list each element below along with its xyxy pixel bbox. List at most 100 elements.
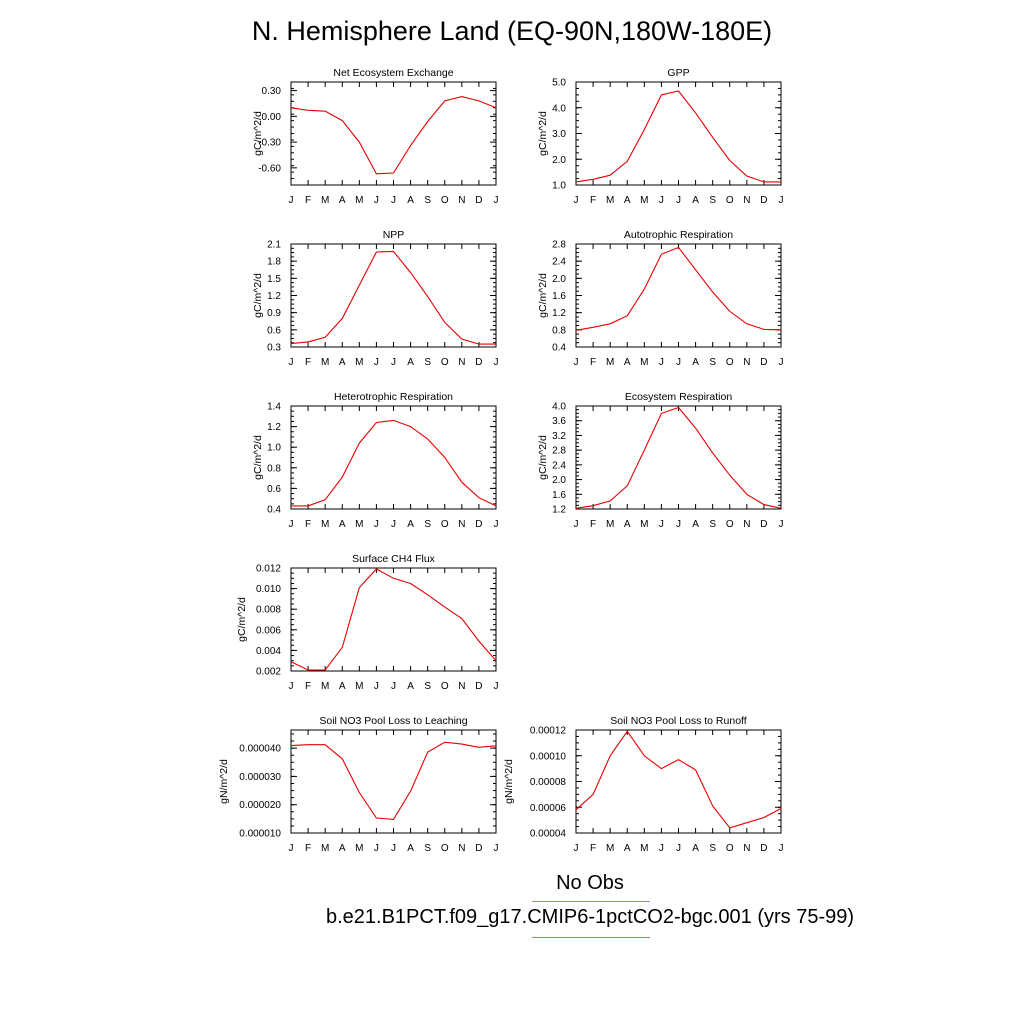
panel-8-xtick-label: S [424, 843, 431, 854]
panel-6-ytick-label: 2.0 [552, 475, 566, 486]
panel-7-ytick-label: 0.002 [256, 667, 281, 678]
panel-4-ytick-label: 0.4 [552, 343, 566, 354]
panel-5-xtick-label: D [475, 519, 482, 530]
panel-5-ytick-label: 0.6 [267, 484, 281, 495]
legend-obs-line [532, 901, 650, 902]
panel-5-title: Heterotrophic Respiration [334, 391, 453, 403]
panel-3-ytick-label: 1.5 [267, 274, 281, 285]
panel-1-xtick-label: A [407, 195, 414, 206]
panel-7-title: Surface CH4 Flux [352, 553, 436, 565]
panel-3-frame [290, 243, 497, 348]
panel-9-xtick-label: J [779, 843, 784, 854]
panel-8-xtick-label: M [321, 843, 329, 854]
panel-9-series-line [575, 730, 782, 829]
panel-6-ytick-label: 3.6 [552, 416, 566, 427]
panel-8-xtick-label: J [374, 843, 379, 854]
panel-7-series-line [290, 568, 497, 671]
panel-3-xtick-label: O [441, 357, 449, 368]
panel-1-xtick-label: O [441, 195, 449, 206]
panel-8-ytick-label: 0.000030 [239, 772, 281, 783]
panel-2-ylabel: gC/m^2/d [537, 111, 549, 156]
panel-9-ytick-label: 0.00004 [530, 829, 567, 840]
panel-4-frame [575, 243, 782, 348]
panel-7-ytick-label: 0.010 [256, 584, 281, 595]
panel-3-xtick-label: F [305, 357, 311, 368]
panel-3-ytick-label: 1.2 [267, 291, 281, 302]
panel-6-ytick-label: 2.4 [552, 460, 566, 471]
panel-8-ytick-label: 0.000010 [239, 829, 281, 840]
panel-4-xtick-label: J [676, 357, 681, 368]
page-title: N. Hemisphere Land (EQ-90N,180W-180E) [251, 16, 773, 46]
panel-8-title: Soil NO3 Pool Loss to Leaching [319, 715, 467, 727]
panel-2-ytick-label: 4.0 [552, 103, 566, 114]
panel-7-frame [290, 567, 497, 672]
panel-9-xtick-label: A [692, 843, 699, 854]
panel-1-xtick-label: N [458, 195, 465, 206]
panel-6-xtick-label: A [692, 519, 699, 530]
panel-6-ytick-label: 3.2 [552, 431, 566, 442]
panel-6-ytick-label: 1.2 [552, 505, 566, 516]
panel-1-ytick-label: 0.00 [262, 112, 282, 123]
panel-6-ytick-label: 2.8 [552, 446, 566, 457]
panel-8-ytick-label: 0.000040 [239, 744, 281, 755]
panel-9-xtick-label: D [760, 843, 767, 854]
panel-2-xtick-label: N [743, 195, 750, 206]
panel-2-xtick-label: M [606, 195, 614, 206]
panel-5-ytick-label: 1.2 [267, 422, 281, 433]
panel-1-xtick-label: F [305, 195, 311, 206]
panel-9-xtick-label: S [709, 843, 716, 854]
panel-6-ytick-label: 1.6 [552, 490, 566, 501]
panel-7-xtick-label: S [424, 681, 431, 692]
panel-2-ytick-label: 5.0 [552, 78, 566, 89]
panel-4-xtick-label: M [606, 357, 614, 368]
panel-9-xtick-label: M [640, 843, 648, 854]
panel-8-ytick-label: 0.000020 [239, 800, 281, 811]
panel-9-title: Soil NO3 Pool Loss to Runoff [610, 715, 746, 727]
panel-5-xtick-label: M [355, 519, 363, 530]
panel-6-xtick-label: S [709, 519, 716, 530]
panel-2-xtick-label: J [676, 195, 681, 206]
panel-1-series-line [290, 96, 497, 175]
panel-3-title: NPP [383, 229, 405, 241]
panel-2-xtick-label: J [574, 195, 579, 206]
panel-5-xtick-label: F [305, 519, 311, 530]
panel-7-xtick-label: J [391, 681, 396, 692]
panel-4-xtick-label: J [659, 357, 664, 368]
panel-3-xtick-label: J [289, 357, 294, 368]
panel-5-frame [290, 405, 497, 510]
panel-5-xtick-label: J [374, 519, 379, 530]
panel-7-xtick-label: J [494, 681, 499, 692]
panel-3-xtick-label: J [374, 357, 379, 368]
panel-6-xtick-label: J [676, 519, 681, 530]
panel-6-xtick-label: A [624, 519, 631, 530]
panel-9-xtick-label: O [726, 843, 734, 854]
panel-1-title: Net Ecosystem Exchange [333, 67, 453, 79]
panel-1-ytick-label: -0.30 [258, 138, 281, 149]
panel-9-xtick-label: M [606, 843, 614, 854]
panel-4-ylabel: gC/m^2/d [537, 273, 549, 318]
panel-9-xtick-label: J [574, 843, 579, 854]
panel-2-series-line [575, 90, 781, 183]
panel-5-xtick-label: J [494, 519, 499, 530]
panel-5-xtick-label: J [289, 519, 294, 530]
panel-2-xtick-label: D [760, 195, 767, 206]
panel-5-xtick-label: S [424, 519, 431, 530]
panel-7-xtick-label: F [305, 681, 311, 692]
panel-1-xtick-label: M [321, 195, 329, 206]
panel-9-ylabel: gN/m^2/d [503, 759, 515, 804]
panel-7-ytick-label: 0.004 [256, 646, 281, 657]
panel-6-xtick-label: D [760, 519, 767, 530]
panel-2-ytick-label: 3.0 [552, 129, 566, 140]
panel-4-title: Autotrophic Respiration [624, 229, 733, 241]
panel-4-xtick-label: M [640, 357, 648, 368]
panel-7-xtick-label: J [289, 681, 294, 692]
panel-7-xtick-label: A [339, 681, 346, 692]
panel-7-ytick-label: 0.006 [256, 625, 281, 636]
legend-run-line [532, 937, 650, 938]
panel-8-xtick-label: A [339, 843, 346, 854]
panel-1-ytick-label: -0.60 [258, 163, 281, 174]
panel-6-xtick-label: N [743, 519, 750, 530]
panel-5-ytick-label: 0.4 [267, 505, 281, 516]
panel-1-xtick-label: S [424, 195, 431, 206]
